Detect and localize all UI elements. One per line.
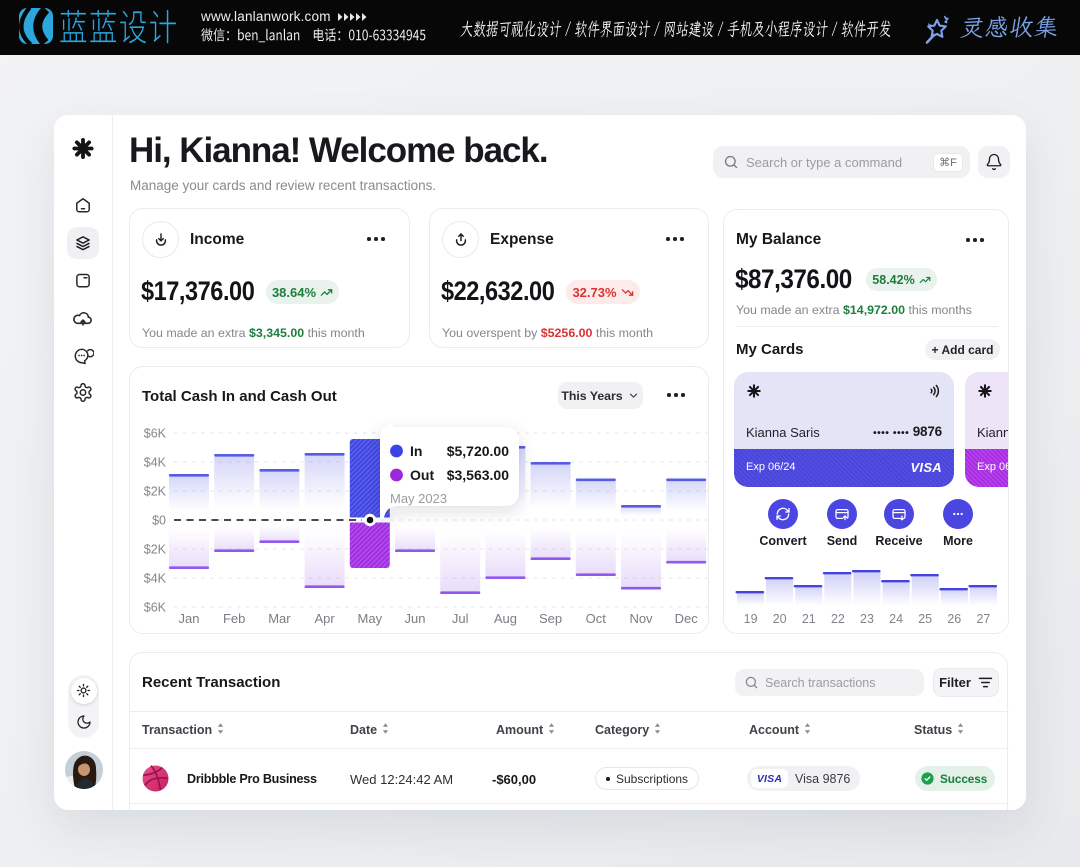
svg-text:20: 20 (773, 612, 787, 626)
svg-text:In: In (410, 443, 422, 459)
svg-text:Dec: Dec (675, 611, 699, 626)
svg-text:27: 27 (976, 612, 990, 626)
svg-text:$2K: $2K (144, 543, 167, 557)
svg-text:Jan: Jan (179, 611, 200, 626)
svg-text:$4K: $4K (144, 456, 167, 470)
svg-text:$2K: $2K (144, 485, 167, 499)
svg-text:Oct: Oct (586, 611, 607, 626)
svg-text:$5,720.00: $5,720.00 (447, 443, 509, 459)
svg-text:$0: $0 (152, 514, 166, 528)
svg-text:19: 19 (744, 612, 758, 626)
svg-text:Nov: Nov (629, 611, 653, 626)
svg-text:Mar: Mar (268, 611, 291, 626)
svg-text:$4K: $4K (144, 572, 167, 586)
svg-text:Feb: Feb (223, 611, 245, 626)
svg-text:21: 21 (802, 612, 816, 626)
svg-text:Jun: Jun (405, 611, 426, 626)
svg-text:Aug: Aug (494, 611, 517, 626)
svg-text:22: 22 (831, 612, 845, 626)
svg-text:May: May (358, 611, 383, 626)
svg-text:$6K: $6K (144, 427, 167, 441)
svg-text:Out: Out (410, 467, 434, 483)
svg-text:24: 24 (889, 612, 903, 626)
svg-text:$6K: $6K (144, 601, 167, 615)
svg-text:Sep: Sep (539, 611, 562, 626)
svg-text:May 2023: May 2023 (390, 491, 447, 506)
svg-text:Apr: Apr (314, 611, 335, 626)
svg-text:$3,563.00: $3,563.00 (447, 467, 509, 483)
svg-text:Jul: Jul (452, 611, 469, 626)
svg-text:25: 25 (918, 612, 932, 626)
svg-text:26: 26 (947, 612, 961, 626)
svg-text:23: 23 (860, 612, 874, 626)
